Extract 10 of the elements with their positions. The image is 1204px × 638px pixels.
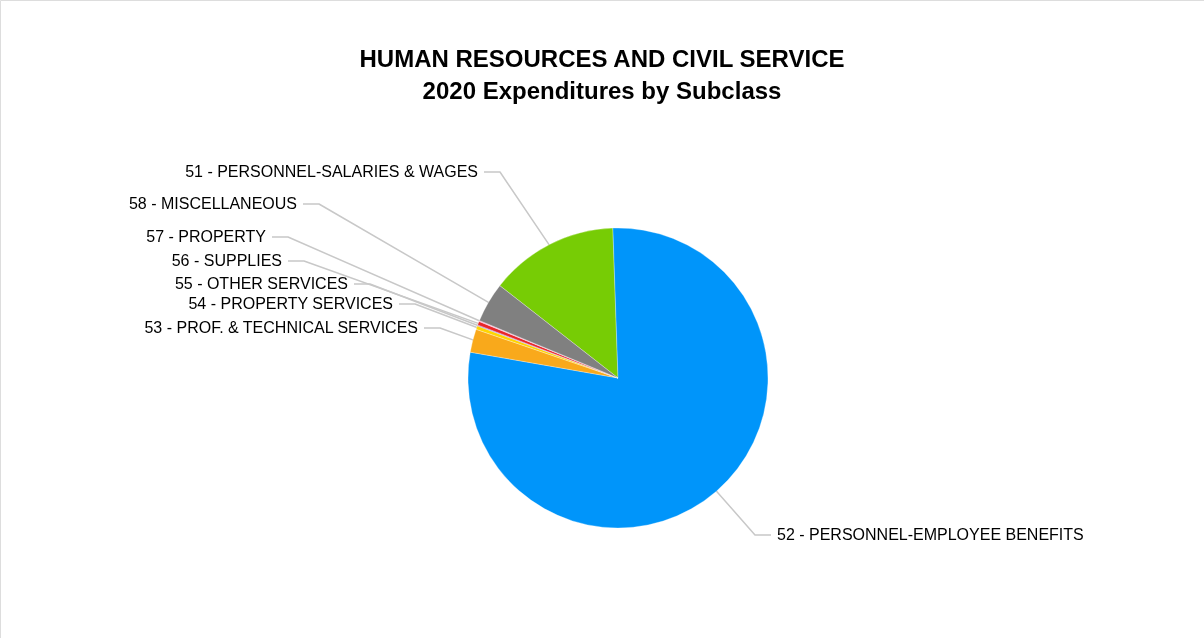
slice-label: 53 - PROF. & TECHNICAL SERVICES	[144, 319, 418, 336]
slice-label: 57 - PROPERTY	[146, 228, 267, 245]
slice-label: 55 - OTHER SERVICES	[174, 275, 348, 292]
slice-label: 52 - PERSONNEL-EMPLOYEE BENEFITS	[777, 526, 1084, 543]
slice-label: 58 - MISCELLANEOUS	[128, 195, 297, 212]
chart-title: HUMAN RESOURCES AND CIVIL SERVICE	[359, 45, 845, 72]
slice-label: 51 - PERSONNEL-SALARIES & WAGES	[185, 163, 478, 180]
slice-label: 54 - PROPERTY SERVICES	[188, 295, 393, 312]
chart-subtitle: 2020 Expenditures by Subclass	[422, 77, 782, 104]
slice-label: 56 - SUPPLIES	[171, 252, 282, 269]
